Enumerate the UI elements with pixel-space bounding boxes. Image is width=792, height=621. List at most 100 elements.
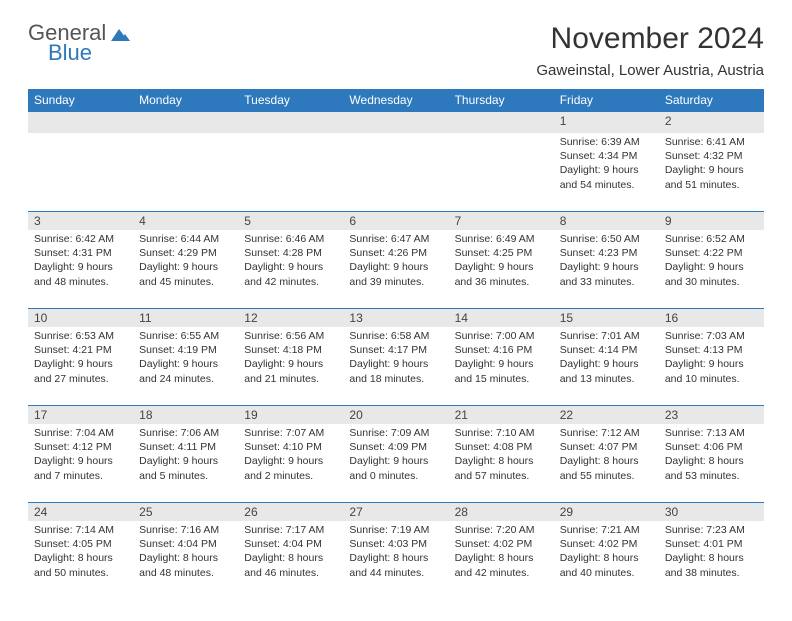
daylight-label: Daylight: xyxy=(455,358,496,370)
day-data-cell: Sunrise: 7:16 AMSunset: 4:04 PMDaylight:… xyxy=(133,521,238,599)
sunrise-value: 7:00 AM xyxy=(496,330,535,342)
sunrise-line: Sunrise: 7:09 AM xyxy=(349,426,442,440)
sunrise-value: 6:49 AM xyxy=(496,233,535,245)
sunset-value: 4:26 PM xyxy=(388,247,427,259)
day-number: 18 xyxy=(133,406,238,424)
daylight-label: Daylight: xyxy=(244,455,285,467)
sunrise-label: Sunrise: xyxy=(665,136,704,148)
week-daynum-row: 17181920212223 xyxy=(28,406,764,425)
sunset-value: 4:09 PM xyxy=(388,441,427,453)
sunset-label: Sunset: xyxy=(560,247,596,259)
day-number-cell xyxy=(133,112,238,134)
daylight-line: Daylight: 9 hours and 54 minutes. xyxy=(560,163,653,191)
sunrise-line: Sunrise: 6:39 AM xyxy=(560,135,653,149)
sunset-value: 4:31 PM xyxy=(73,247,112,259)
daylight-line: Daylight: 9 hours and 15 minutes. xyxy=(455,357,548,385)
sunset-value: 4:22 PM xyxy=(703,247,742,259)
sunrise-value: 7:13 AM xyxy=(706,427,745,439)
sunrise-value: 6:56 AM xyxy=(286,330,325,342)
sunset-label: Sunset: xyxy=(560,538,596,550)
sunrise-value: 6:39 AM xyxy=(601,136,640,148)
day-data-cell: Sunrise: 6:49 AMSunset: 4:25 PMDaylight:… xyxy=(449,230,554,309)
day-number: 7 xyxy=(449,212,554,230)
sunset-value: 4:12 PM xyxy=(73,441,112,453)
day-number-cell: 24 xyxy=(28,503,133,522)
sunset-value: 4:32 PM xyxy=(703,150,742,162)
sunrise-label: Sunrise: xyxy=(665,330,704,342)
daylight-label: Daylight: xyxy=(34,261,75,273)
daylight-label: Daylight: xyxy=(244,261,285,273)
day-number: 24 xyxy=(28,503,133,521)
sunrise-value: 7:16 AM xyxy=(181,524,220,536)
daylight-line: Daylight: 9 hours and 7 minutes. xyxy=(34,454,127,482)
sunset-value: 4:05 PM xyxy=(73,538,112,550)
sunrise-label: Sunrise: xyxy=(244,330,283,342)
sunset-value: 4:19 PM xyxy=(178,344,217,356)
sunrise-value: 7:07 AM xyxy=(286,427,325,439)
sunrise-label: Sunrise: xyxy=(349,524,388,536)
day-header: Tuesday xyxy=(238,89,343,112)
sunset-value: 4:03 PM xyxy=(388,538,427,550)
day-number: 8 xyxy=(554,212,659,230)
daylight-label: Daylight: xyxy=(244,552,285,564)
daylight-label: Daylight: xyxy=(560,455,601,467)
sunrise-label: Sunrise: xyxy=(560,524,599,536)
sunset-label: Sunset: xyxy=(455,538,491,550)
sunset-label: Sunset: xyxy=(665,150,701,162)
day-number-cell: 20 xyxy=(343,406,448,425)
day-number: 22 xyxy=(554,406,659,424)
sunset-line: Sunset: 4:25 PM xyxy=(455,246,548,260)
day-number-cell: 28 xyxy=(449,503,554,522)
day-data-cell: Sunrise: 6:44 AMSunset: 4:29 PMDaylight:… xyxy=(133,230,238,309)
sunset-value: 4:10 PM xyxy=(283,441,322,453)
daylight-line: Daylight: 9 hours and 45 minutes. xyxy=(139,260,232,288)
day-data-cell: Sunrise: 7:13 AMSunset: 4:06 PMDaylight:… xyxy=(659,424,764,503)
daylight-line: Daylight: 8 hours and 42 minutes. xyxy=(455,551,548,579)
day-number-cell: 7 xyxy=(449,212,554,231)
day-number-cell: 30 xyxy=(659,503,764,522)
sunrise-label: Sunrise: xyxy=(560,427,599,439)
sunset-label: Sunset: xyxy=(560,441,596,453)
sunset-label: Sunset: xyxy=(34,247,70,259)
sunset-label: Sunset: xyxy=(455,247,491,259)
sunset-value: 4:07 PM xyxy=(598,441,637,453)
sunset-value: 4:02 PM xyxy=(598,538,637,550)
day-number-cell: 14 xyxy=(449,309,554,328)
sunrise-value: 7:01 AM xyxy=(601,330,640,342)
sunrise-label: Sunrise: xyxy=(34,233,73,245)
daylight-line: Daylight: 8 hours and 38 minutes. xyxy=(665,551,758,579)
logo-text-bottom: Blue xyxy=(48,42,106,64)
sunrise-line: Sunrise: 7:10 AM xyxy=(455,426,548,440)
day-number: 5 xyxy=(238,212,343,230)
day-data-cell xyxy=(238,133,343,212)
daylight-line: Daylight: 8 hours and 55 minutes. xyxy=(560,454,653,482)
sunrise-line: Sunrise: 6:41 AM xyxy=(665,135,758,149)
sunrise-line: Sunrise: 7:12 AM xyxy=(560,426,653,440)
sunset-label: Sunset: xyxy=(244,538,280,550)
day-data-cell: Sunrise: 6:39 AMSunset: 4:34 PMDaylight:… xyxy=(554,133,659,212)
sunrise-line: Sunrise: 7:06 AM xyxy=(139,426,232,440)
day-data-cell: Sunrise: 6:41 AMSunset: 4:32 PMDaylight:… xyxy=(659,133,764,212)
sunrise-label: Sunrise: xyxy=(560,136,599,148)
sunset-label: Sunset: xyxy=(34,441,70,453)
sunrise-label: Sunrise: xyxy=(665,524,704,536)
daylight-label: Daylight: xyxy=(560,552,601,564)
sunrise-label: Sunrise: xyxy=(244,524,283,536)
sunrise-line: Sunrise: 6:47 AM xyxy=(349,232,442,246)
sunset-label: Sunset: xyxy=(244,441,280,453)
daylight-line: Daylight: 8 hours and 46 minutes. xyxy=(244,551,337,579)
daylight-line: Daylight: 8 hours and 40 minutes. xyxy=(560,551,653,579)
logo: General Blue xyxy=(28,22,132,64)
sunset-label: Sunset: xyxy=(139,538,175,550)
sunset-label: Sunset: xyxy=(665,344,701,356)
sunrise-value: 7:09 AM xyxy=(391,427,430,439)
day-header: Monday xyxy=(133,89,238,112)
day-number: 19 xyxy=(238,406,343,424)
sunset-line: Sunset: 4:17 PM xyxy=(349,343,442,357)
sunrise-label: Sunrise: xyxy=(455,427,494,439)
sunset-line: Sunset: 4:22 PM xyxy=(665,246,758,260)
daylight-label: Daylight: xyxy=(560,261,601,273)
sunrise-value: 6:58 AM xyxy=(391,330,430,342)
day-data-cell: Sunrise: 6:53 AMSunset: 4:21 PMDaylight:… xyxy=(28,327,133,406)
day-number-cell: 23 xyxy=(659,406,764,425)
